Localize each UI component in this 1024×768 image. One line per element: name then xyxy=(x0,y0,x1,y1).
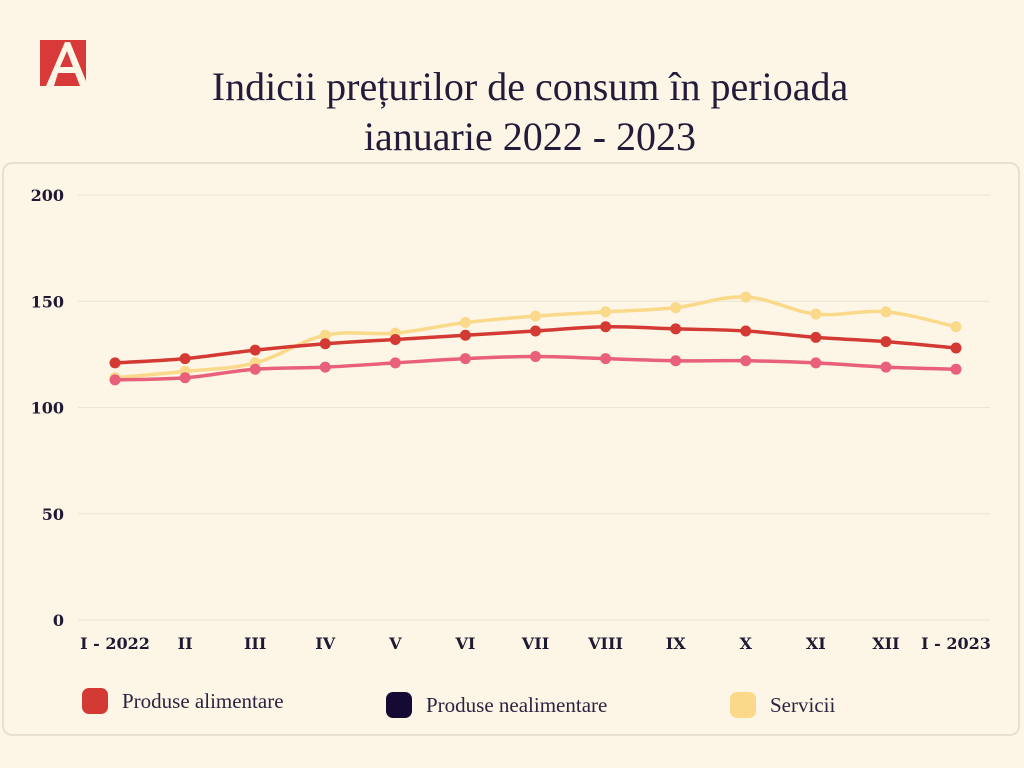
y-tick-label: 200 xyxy=(31,186,64,205)
series-servicii xyxy=(109,291,962,384)
legend-item-produse-alimentare[interactable]: Produse alimentare xyxy=(82,688,284,714)
x-tick-label: V xyxy=(388,634,402,653)
chart-title: Indicii prețurilor de consum în perioada… xyxy=(0,62,1024,162)
data-point xyxy=(459,329,471,341)
data-point xyxy=(600,306,612,318)
gridlines xyxy=(78,194,990,621)
legend-swatch xyxy=(386,692,412,718)
data-point xyxy=(670,302,682,314)
data-point xyxy=(530,325,541,337)
data-point xyxy=(530,310,541,322)
x-tick-label: VII xyxy=(521,634,549,653)
data-point xyxy=(880,336,892,348)
data-point xyxy=(810,308,822,320)
data-point xyxy=(880,361,892,373)
title-line-1: Indicii prețurilor de consum în perioada xyxy=(211,64,849,109)
data-point xyxy=(740,325,752,337)
data-point xyxy=(740,291,752,303)
legend-swatch xyxy=(730,692,756,718)
x-tick-label: IV xyxy=(315,634,335,653)
data-point xyxy=(319,329,331,341)
y-tick-label: 150 xyxy=(31,292,64,311)
data-point xyxy=(249,363,261,375)
title-line-2: ianuarie 2022 - 2023 xyxy=(363,114,697,159)
data-point xyxy=(389,334,401,345)
legend-swatch xyxy=(82,688,108,714)
data-point xyxy=(459,353,471,365)
legend-label: Produse nealimentare xyxy=(426,692,608,717)
x-tick-label: I - 2023 xyxy=(921,634,991,653)
y-tick-label: 50 xyxy=(42,505,64,524)
data-point xyxy=(389,357,401,369)
data-point xyxy=(179,372,191,384)
legend-label: Servicii xyxy=(770,692,836,717)
x-tick-label: X xyxy=(740,634,753,653)
series-produse-alimentare xyxy=(109,321,962,369)
data-point xyxy=(810,357,822,369)
x-axis-ticks: I - 2022 II III IV V VI VII VIII IX X XI XII I - 202… xyxy=(80,634,991,653)
x-tick-label: VIII xyxy=(587,634,623,653)
x-tick-label: I - 2022 xyxy=(80,634,150,653)
y-tick-label: 100 xyxy=(31,399,64,418)
legend-item-servicii[interactable]: Servicii xyxy=(730,692,835,718)
x-tick-label: XI xyxy=(806,634,826,653)
legend-label: Produse alimentare xyxy=(122,688,284,713)
data-point xyxy=(249,344,261,356)
data-point xyxy=(109,357,121,369)
y-tick-label: 0 xyxy=(53,611,64,630)
series-produse-nealimentare xyxy=(109,351,962,386)
x-tick-label: XII xyxy=(872,634,899,653)
data-point xyxy=(950,342,962,354)
data-point xyxy=(600,353,612,365)
data-point xyxy=(600,321,612,333)
data-point xyxy=(179,353,191,365)
series-group xyxy=(109,291,962,386)
x-tick-label: IX xyxy=(666,634,686,653)
chart-panel xyxy=(2,162,1020,736)
data-point xyxy=(459,317,471,328)
data-point xyxy=(670,355,682,367)
legend-item-produse-nealimentare[interactable]: Produse nealimentare xyxy=(386,692,607,718)
x-tick-label: II xyxy=(178,634,193,653)
data-point xyxy=(319,361,331,373)
y-axis-ticks: 0 50 100 150 200 xyxy=(31,186,64,630)
logo-icon xyxy=(40,40,86,86)
x-tick-label: III xyxy=(244,634,266,653)
data-point xyxy=(740,355,752,367)
data-point xyxy=(810,331,822,343)
x-tick-label: VI xyxy=(454,634,475,653)
data-point xyxy=(319,338,331,350)
data-point xyxy=(950,321,962,333)
data-point xyxy=(109,374,121,386)
data-point xyxy=(880,306,892,318)
data-point xyxy=(670,323,682,335)
data-point xyxy=(530,351,541,362)
data-point xyxy=(950,363,962,375)
